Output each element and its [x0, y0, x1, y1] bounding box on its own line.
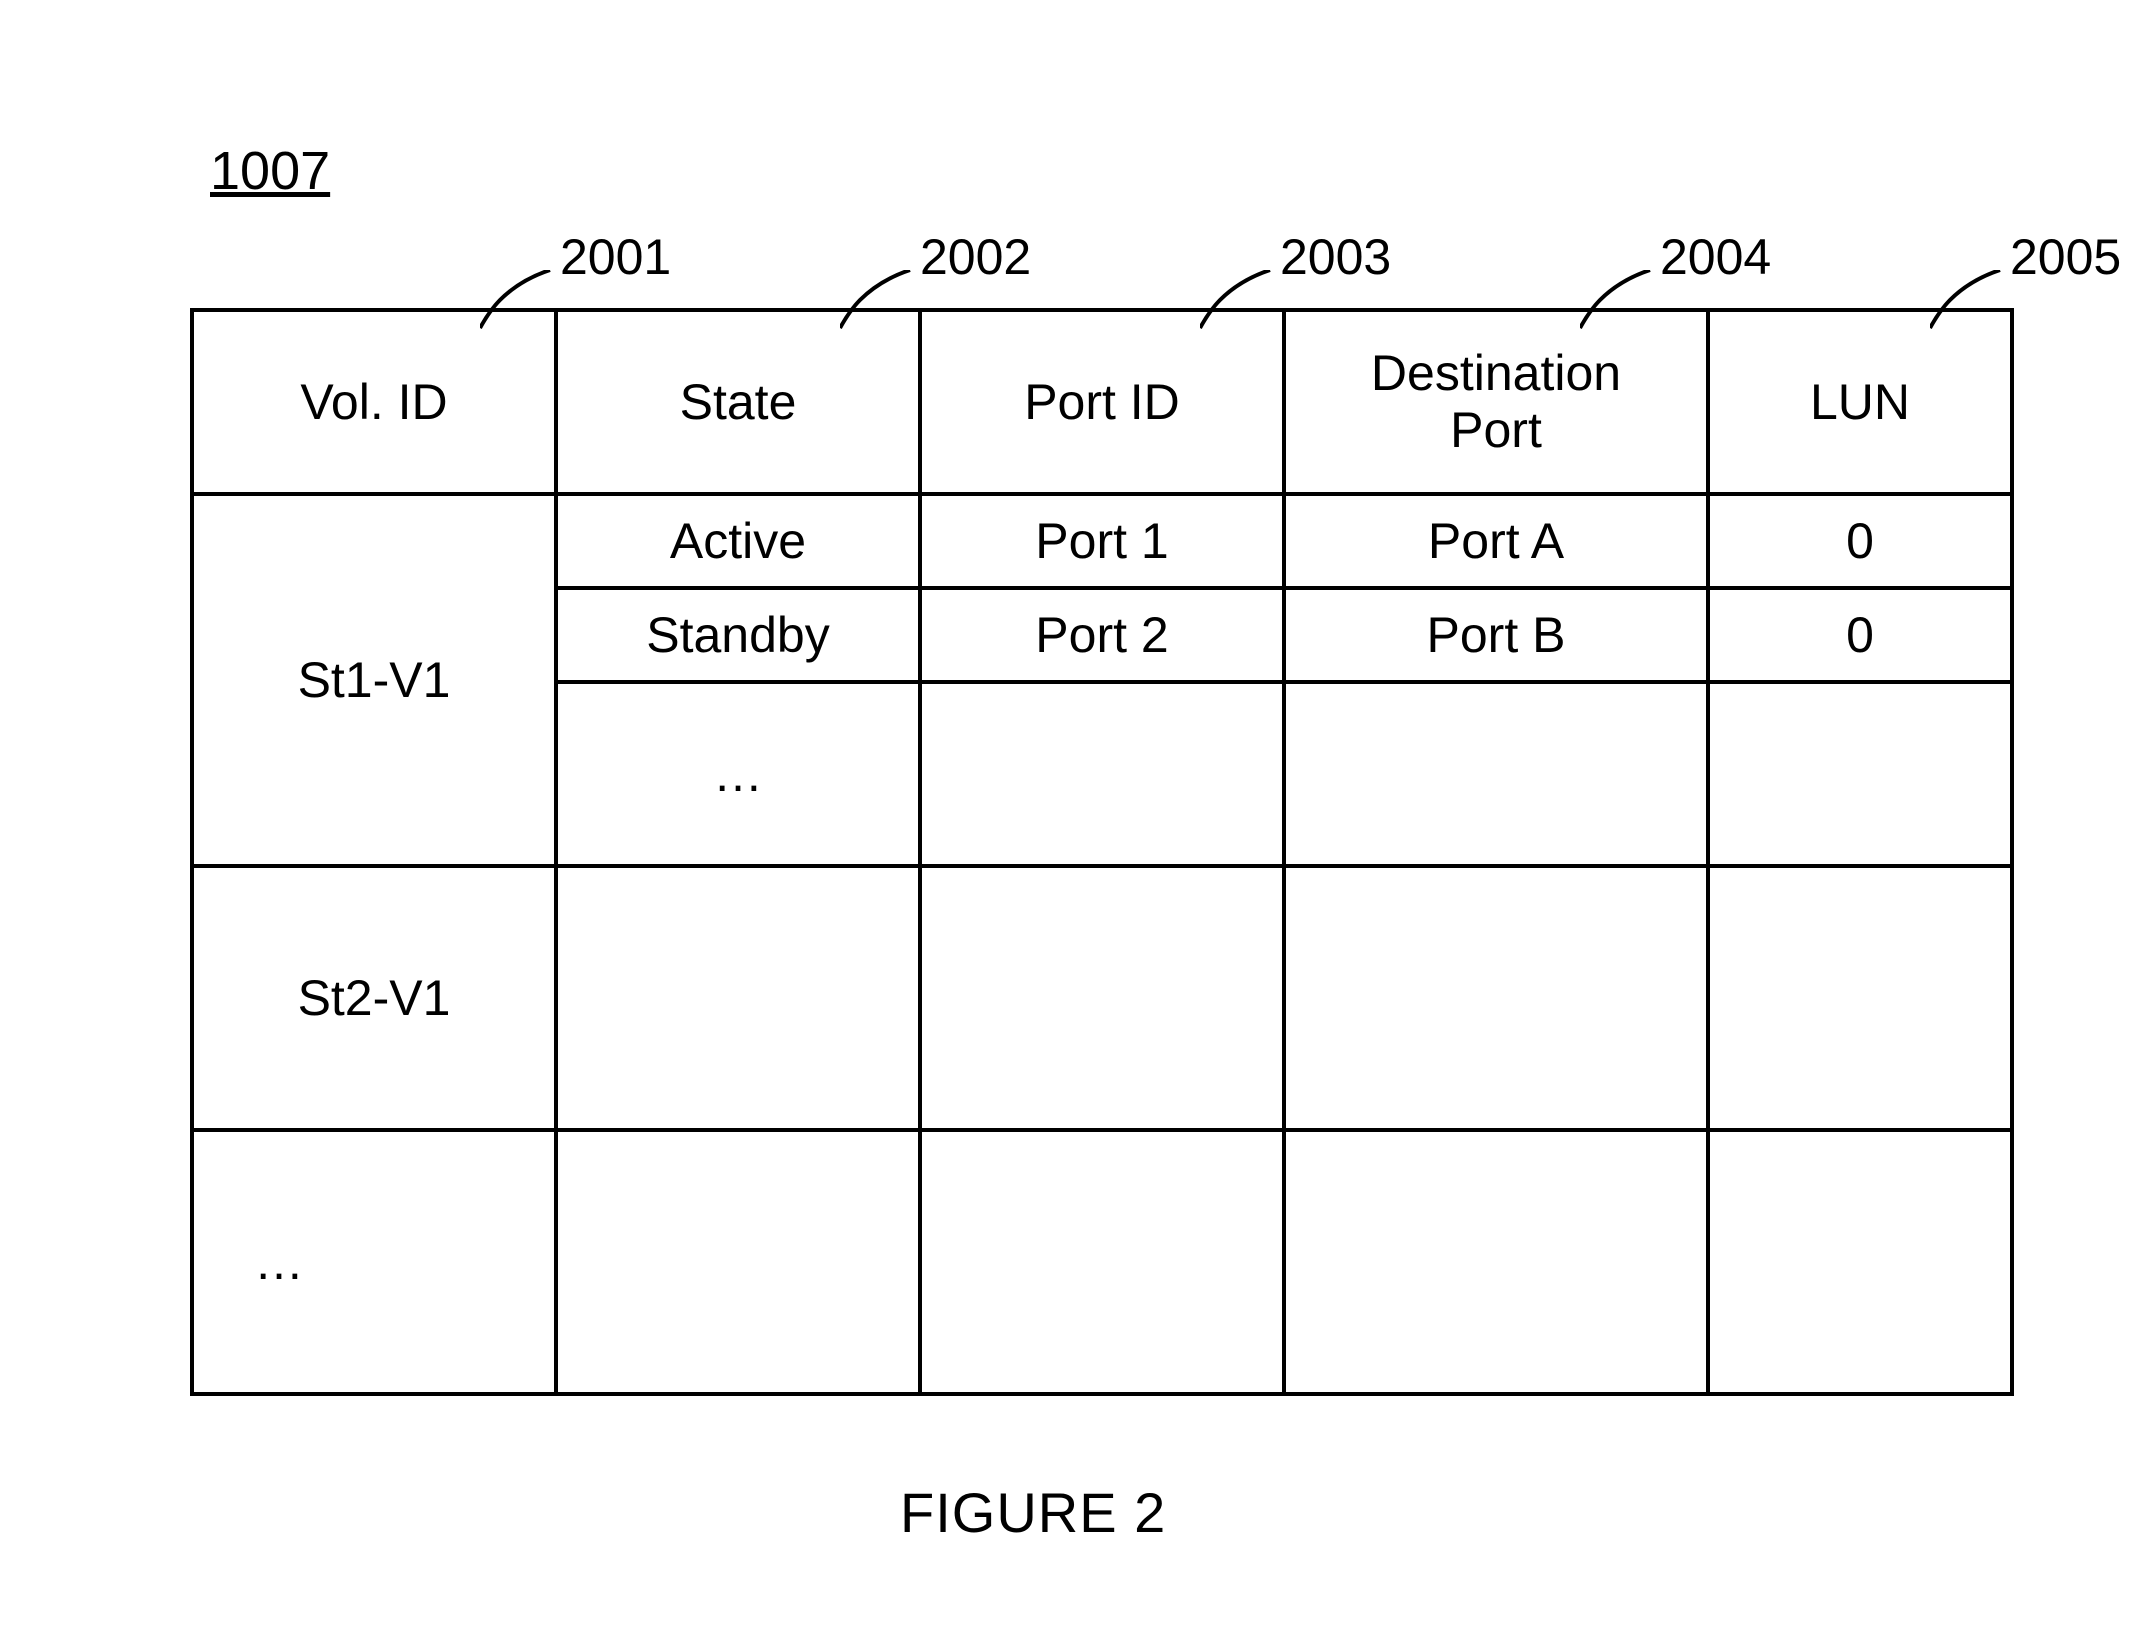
table-row: …	[192, 1130, 2012, 1394]
col-ref-3: 2003	[1280, 228, 1391, 286]
header-row: Vol. ID State Port ID Destination Port L…	[192, 310, 2012, 494]
cell-vol-st1v1: St1-V1	[192, 494, 556, 866]
figure-canvas: 1007 2001 2002 2003 2004 2005 Vol. ID St…	[0, 0, 2144, 1625]
cell-empty	[1284, 682, 1708, 866]
col-ref-5: 2005	[2010, 228, 2121, 286]
hdr-dest-port: Destination Port	[1284, 310, 1708, 494]
cell-empty	[556, 1130, 920, 1394]
cell-lun0a: 0	[1708, 494, 2012, 588]
table-row: St2-V1	[192, 866, 2012, 1130]
volume-path-table: Vol. ID State Port ID Destination Port L…	[190, 308, 2014, 1396]
cell-empty	[1284, 1130, 1708, 1394]
cell-state-standby: Standby	[556, 588, 920, 682]
cell-vol-st2v1: St2-V1	[192, 866, 556, 1130]
cell-vol-more: …	[192, 1130, 556, 1394]
hdr-vol-id: Vol. ID	[192, 310, 556, 494]
cell-state-more: …	[556, 682, 920, 866]
figure-ref-label: 1007	[210, 140, 330, 202]
cell-lun0b: 0	[1708, 588, 2012, 682]
cell-port2: Port 2	[920, 588, 1284, 682]
hdr-port-id: Port ID	[920, 310, 1284, 494]
cell-empty	[556, 866, 920, 1130]
figure-caption: FIGURE 2	[900, 1480, 1166, 1545]
col-ref-2: 2002	[920, 228, 1031, 286]
cell-port1: Port 1	[920, 494, 1284, 588]
col-ref-4: 2004	[1660, 228, 1771, 286]
hdr-lun: LUN	[1708, 310, 2012, 494]
cell-empty	[1284, 866, 1708, 1130]
cell-empty	[920, 866, 1284, 1130]
table-row: St1-V1 Active Port 1 Port A 0	[192, 494, 2012, 588]
cell-empty	[1708, 1130, 2012, 1394]
cell-state-active: Active	[556, 494, 920, 588]
cell-empty	[1708, 866, 2012, 1130]
cell-empty	[1708, 682, 2012, 866]
cell-portb: Port B	[1284, 588, 1708, 682]
hdr-state: State	[556, 310, 920, 494]
cell-porta: Port A	[1284, 494, 1708, 588]
cell-empty	[920, 1130, 1284, 1394]
col-ref-1: 2001	[560, 228, 671, 286]
cell-empty	[920, 682, 1284, 866]
